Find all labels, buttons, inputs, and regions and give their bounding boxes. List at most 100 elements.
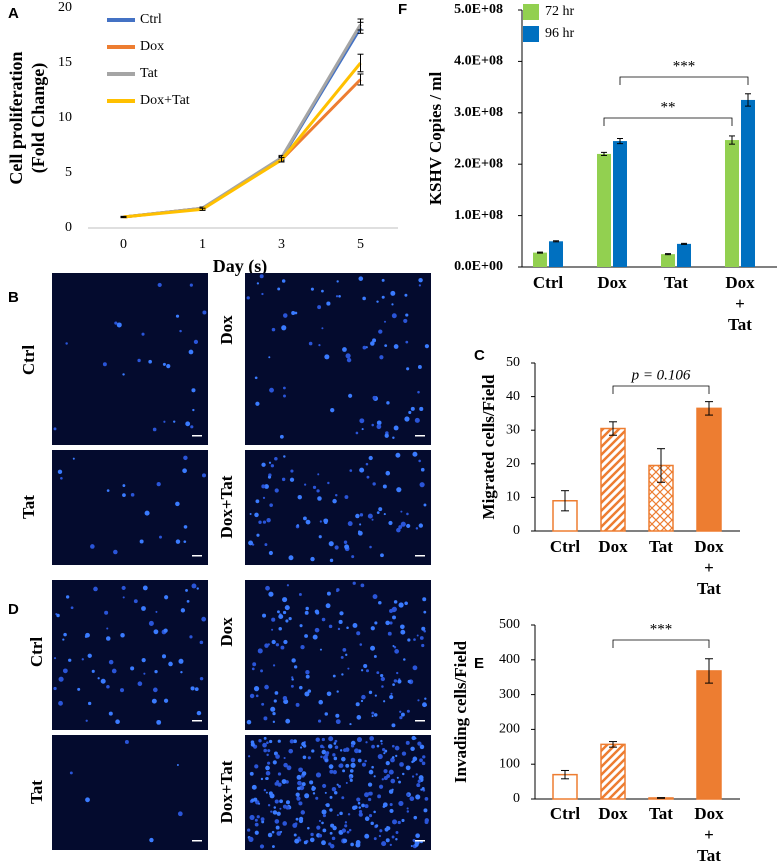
cell-nucleus [105, 636, 111, 641]
cell-nucleus [382, 484, 387, 489]
cell-nucleus [321, 737, 325, 742]
cell-nucleus [329, 808, 333, 812]
micrograph [52, 273, 208, 445]
cell-nucleus [423, 610, 427, 614]
cell-nucleus [106, 627, 109, 630]
cell-nucleus [392, 436, 395, 439]
y-tick-label: 50 [506, 355, 520, 370]
cell-nucleus [381, 685, 384, 688]
cell-nucleus [334, 545, 339, 550]
cell-nucleus [298, 767, 303, 773]
cell-nucleus [346, 626, 349, 630]
cell-nucleus [399, 715, 403, 720]
cell-nucleus [332, 674, 336, 678]
cell-nucleus [156, 719, 162, 725]
cell-nucleus [177, 811, 183, 817]
cell-nucleus [295, 702, 300, 707]
cell-nucleus [381, 295, 385, 299]
cell-nucleus [415, 794, 421, 800]
cell-nucleus [154, 670, 158, 674]
cell-nucleus [304, 483, 307, 486]
cell-nucleus [271, 327, 276, 332]
cell-nucleus [385, 620, 390, 626]
cell-nucleus [384, 433, 389, 438]
cell-nucleus [417, 699, 420, 702]
cell-nucleus [290, 469, 294, 473]
cell-nucleus [376, 744, 380, 748]
cell-nucleus [393, 679, 398, 683]
cell-nucleus [166, 364, 171, 369]
cell-nucleus [290, 684, 294, 688]
cell-nucleus [358, 809, 363, 814]
cell-nucleus [373, 837, 377, 841]
cell-nucleus [246, 296, 250, 300]
cell-nucleus [276, 780, 280, 784]
cell-nucleus [60, 476, 63, 480]
cell-nucleus [312, 634, 318, 640]
cell-nucleus [324, 712, 328, 716]
cell-nucleus [293, 665, 298, 669]
cell-nucleus [424, 818, 429, 823]
cell-nucleus [247, 755, 251, 758]
cell-nucleus [283, 455, 286, 458]
cell-nucleus [141, 658, 146, 663]
cell-nucleus [396, 776, 399, 779]
cell-nucleus [120, 632, 125, 638]
cell-nucleus [255, 499, 260, 504]
cell-nucleus [422, 597, 427, 602]
x-tick-label: Tat [649, 537, 673, 556]
cell-nucleus [153, 629, 159, 635]
cell-nucleus [371, 744, 375, 749]
x-tick-label: Dox + Tat [694, 537, 724, 598]
cell-nucleus [282, 313, 288, 318]
cell-nucleus [193, 339, 199, 344]
cell-nucleus [397, 679, 402, 684]
cell-nucleus [251, 784, 257, 790]
cell-nucleus [361, 428, 364, 431]
legend-swatch [523, 26, 539, 42]
image-label: Dox [217, 315, 236, 345]
y-tick-label: 0.0E+00 [454, 259, 503, 274]
cell-nucleus [371, 711, 375, 715]
micrograph [52, 450, 208, 565]
cell-nucleus [297, 786, 301, 791]
cell-nucleus [355, 513, 360, 519]
cell-nucleus [352, 623, 358, 628]
cell-nucleus [275, 825, 280, 830]
cell-nucleus [265, 777, 269, 780]
cell-nucleus [141, 606, 146, 611]
cell-nucleus [272, 720, 276, 723]
cell-nucleus [325, 803, 330, 808]
x-tick-label: 0 [120, 237, 127, 252]
y-axis-title: (Fold Change) [28, 63, 49, 174]
cell-nucleus [297, 494, 302, 500]
cell-nucleus [377, 794, 382, 799]
cell-nucleus [406, 709, 410, 713]
cell-nucleus [319, 648, 322, 651]
cell-nucleus [266, 753, 269, 757]
cell-nucleus [368, 814, 373, 818]
x-tick-label: Dox [598, 804, 628, 823]
cell-nucleus [286, 765, 292, 771]
cell-nucleus [366, 475, 370, 479]
cell-nucleus [316, 489, 320, 493]
cell-nucleus [321, 821, 324, 825]
cell-nucleus [335, 719, 341, 725]
cell-nucleus [350, 762, 356, 768]
cell-nucleus [335, 295, 339, 298]
cell-nucleus [258, 739, 262, 743]
cell-nucleus [267, 749, 271, 753]
bar [725, 140, 739, 267]
cell-nucleus [371, 423, 374, 427]
y-tick-label: 1.0E+08 [454, 208, 503, 223]
cell-nucleus [344, 544, 350, 550]
cell-nucleus [175, 314, 180, 318]
cell-nucleus [361, 694, 366, 700]
cell-nucleus [336, 280, 339, 283]
cell-nucleus [422, 755, 426, 759]
cell-nucleus [175, 501, 180, 507]
cell-nucleus [311, 786, 316, 792]
cell-nucleus [85, 719, 88, 722]
cell-nucleus [390, 778, 396, 784]
cell-nucleus [316, 825, 321, 830]
